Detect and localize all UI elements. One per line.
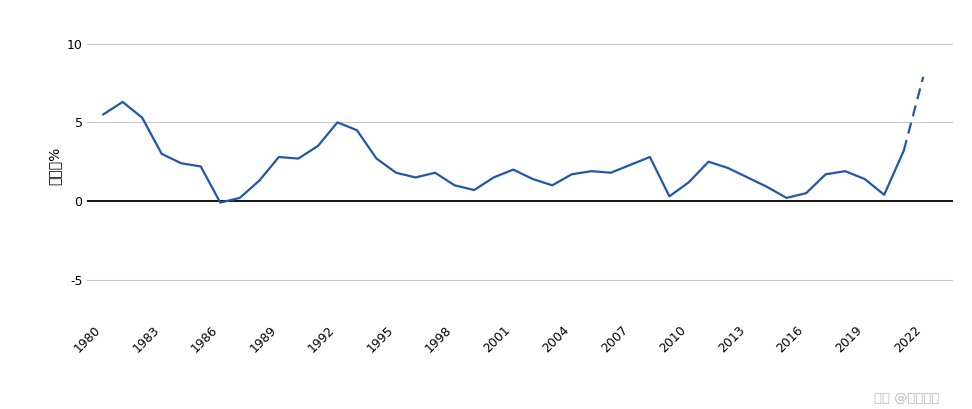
Text: 知乃 @素面笔记: 知乃 @素面笔记 — [874, 392, 940, 405]
Legend: ドイツ: ドイツ — [396, 404, 471, 409]
Y-axis label: 单位：%: 单位：% — [48, 146, 61, 185]
